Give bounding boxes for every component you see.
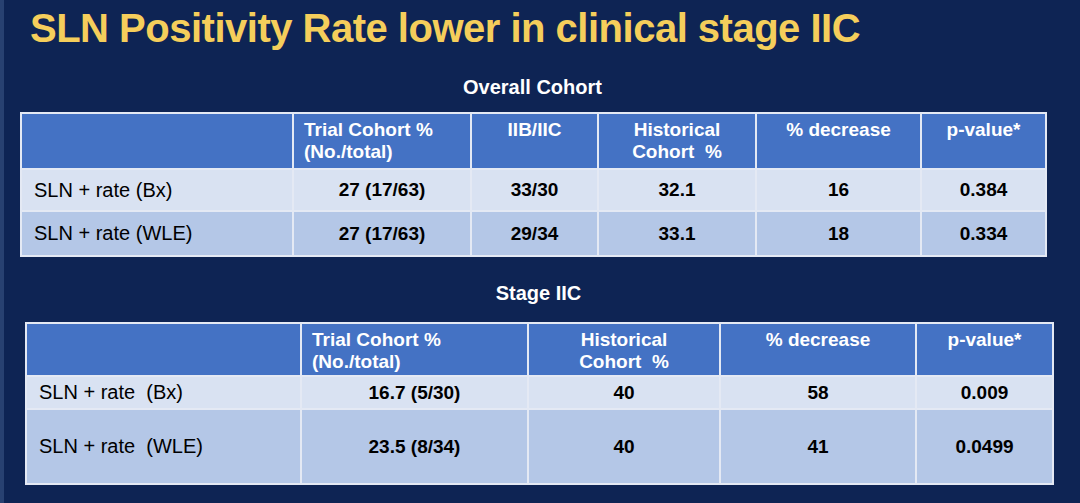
column-header-p-value: p-value* [916,323,1053,376]
value-cell: 0.384 [921,169,1046,211]
value-cell: 16.7 (5/30) [301,376,528,409]
slide-title: SLN Positivity Rate lower in clinical st… [30,6,860,51]
value-cell: 29/34 [471,211,598,256]
column-header-historical-cohort: Historical Cohort % [528,323,720,376]
value-cell: 0.334 [921,211,1046,256]
value-cell: 32.1 [598,169,756,211]
row-label: SLN + rate (Bx) [21,169,293,211]
column-header-p-value: p-value* [921,113,1046,169]
column-header-percent-decrease: % decrease [756,113,921,169]
column-header-percent-decrease: % decrease [720,323,916,376]
row-label: SLN + rate (WLE) [21,211,293,256]
value-cell: 41 [720,409,916,484]
slide: SLN Positivity Rate lower in clinical st… [0,0,1080,503]
column-header-blank [26,323,301,376]
value-cell: 16 [756,169,921,211]
value-cell: 40 [528,376,720,409]
overall-cohort-table: Trial Cohort % (No./total) IIB/IIC Histo… [20,112,1047,257]
value-cell: 18 [756,211,921,256]
column-header-iib-iic: IIB/IIC [471,113,598,169]
value-cell: 0.009 [916,376,1053,409]
stage-iic-caption: Stage IIC [25,282,1052,305]
stage-iic-table: Trial Cohort % (No./total) Historical Co… [25,322,1054,485]
column-header-historical-cohort: Historical Cohort % [598,113,756,169]
value-cell: 27 (17/63) [293,169,471,211]
table-row-sln-wle: SLN + rate (WLE) 27 (17/63) 29/34 33.1 1… [21,211,1046,256]
table-row-sln-bx: SLN + rate (Bx) 27 (17/63) 33/30 32.1 16… [21,169,1046,211]
value-cell: 40 [528,409,720,484]
row-label: SLN + rate (Bx) [26,376,301,409]
table-header-row: Trial Cohort % (No./total) Historical Co… [26,323,1053,376]
row-label: SLN + rate (WLE) [26,409,301,484]
table-header-row: Trial Cohort % (No./total) IIB/IIC Histo… [21,113,1046,169]
slide-left-edge-highlight [0,0,4,503]
column-header-trial-cohort: Trial Cohort % (No./total) [301,323,528,376]
column-header-trial-cohort: Trial Cohort % (No./total) [293,113,471,169]
value-cell: 27 (17/63) [293,211,471,256]
value-cell: 33/30 [471,169,598,211]
overall-cohort-caption: Overall Cohort [20,76,1045,99]
table-row-sln-bx: SLN + rate (Bx) 16.7 (5/30) 40 58 0.009 [26,376,1053,409]
value-cell: 58 [720,376,916,409]
value-cell: 33.1 [598,211,756,256]
value-cell: 0.0499 [916,409,1053,484]
column-header-blank [21,113,293,169]
value-cell: 23.5 (8/34) [301,409,528,484]
table-row-sln-wle: SLN + rate (WLE) 23.5 (8/34) 40 41 0.049… [26,409,1053,484]
